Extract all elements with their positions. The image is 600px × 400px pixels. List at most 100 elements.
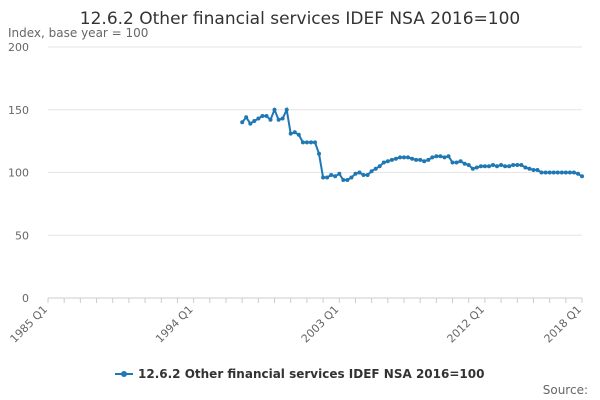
- data-point[interactable]: [478, 164, 483, 169]
- data-point[interactable]: [357, 170, 362, 175]
- data-point[interactable]: [280, 116, 285, 121]
- data-point[interactable]: [474, 165, 479, 170]
- data-point[interactable]: [580, 174, 584, 179]
- data-point[interactable]: [272, 107, 277, 112]
- data-point[interactable]: [442, 155, 447, 160]
- data-point[interactable]: [450, 160, 455, 165]
- data-point[interactable]: [515, 163, 520, 167]
- data-point[interactable]: [406, 155, 410, 160]
- data-point[interactable]: [256, 116, 261, 121]
- data-point[interactable]: [329, 173, 334, 177]
- data-point[interactable]: [499, 163, 504, 167]
- data-point[interactable]: [531, 168, 536, 172]
- data-point[interactable]: [535, 168, 540, 172]
- data-point[interactable]: [495, 164, 499, 169]
- data-point[interactable]: [543, 170, 548, 175]
- data-point[interactable]: [349, 175, 354, 180]
- x-tick-label: 2018 Q1: [542, 303, 585, 346]
- data-point[interactable]: [551, 170, 556, 175]
- data-point[interactable]: [292, 130, 297, 135]
- data-point[interactable]: [321, 175, 326, 180]
- y-tick-label: 150: [8, 104, 29, 117]
- data-point[interactable]: [325, 175, 330, 180]
- data-point[interactable]: [434, 154, 439, 159]
- data-point[interactable]: [503, 164, 508, 169]
- data-point[interactable]: [304, 140, 309, 145]
- data-point[interactable]: [377, 164, 382, 169]
- data-point[interactable]: [361, 173, 366, 177]
- data-point[interactable]: [430, 155, 435, 160]
- y-tick-label: 0: [22, 292, 29, 305]
- data-point[interactable]: [555, 170, 560, 175]
- data-point[interactable]: [276, 117, 281, 122]
- data-point[interactable]: [571, 170, 576, 175]
- data-point[interactable]: [487, 164, 491, 169]
- data-point[interactable]: [446, 154, 451, 159]
- data-point[interactable]: [317, 151, 321, 156]
- data-point[interactable]: [458, 159, 463, 164]
- data-point[interactable]: [567, 170, 572, 175]
- data-point[interactable]: [539, 170, 544, 175]
- data-point[interactable]: [284, 107, 289, 112]
- data-point[interactable]: [373, 166, 378, 171]
- x-tick-label: 1985 Q1: [8, 303, 51, 346]
- legend[interactable]: 12.6.2 Other financial services IDEF NSA…: [115, 367, 484, 381]
- data-point[interactable]: [333, 174, 338, 179]
- x-tick-label: 2012 Q1: [444, 303, 487, 346]
- data-point[interactable]: [244, 115, 249, 120]
- data-point[interactable]: [240, 120, 245, 125]
- y-tick-label: 50: [15, 229, 29, 242]
- data-point[interactable]: [511, 163, 516, 167]
- data-point[interactable]: [252, 119, 257, 123]
- data-point[interactable]: [337, 171, 342, 176]
- chart-title: 12.6.2 Other financial services IDEF NSA…: [80, 9, 520, 29]
- data-point[interactable]: [341, 178, 346, 182]
- data-point[interactable]: [519, 163, 524, 167]
- data-point[interactable]: [309, 140, 313, 145]
- data-point[interactable]: [402, 155, 406, 160]
- data-point[interactable]: [393, 156, 398, 161]
- data-point[interactable]: [523, 165, 528, 170]
- gridlines: [48, 46, 582, 299]
- series-plot: [240, 106, 584, 182]
- data-point[interactable]: [369, 169, 374, 174]
- data-point[interactable]: [296, 132, 301, 137]
- data-point[interactable]: [264, 114, 269, 118]
- y-axis: 0 50 100 150 200: [8, 41, 29, 305]
- data-point[interactable]: [398, 155, 402, 160]
- data-point[interactable]: [454, 160, 459, 165]
- data-point[interactable]: [300, 140, 305, 145]
- data-point[interactable]: [248, 121, 253, 126]
- data-point[interactable]: [466, 163, 471, 167]
- data-point[interactable]: [576, 171, 580, 176]
- data-point[interactable]: [482, 164, 487, 169]
- data-point[interactable]: [385, 159, 390, 164]
- y-tick-label: 100: [8, 167, 29, 180]
- y-tick-label: 200: [8, 41, 29, 54]
- data-point[interactable]: [507, 164, 512, 169]
- data-point[interactable]: [288, 131, 293, 136]
- data-point[interactable]: [268, 117, 273, 122]
- data-point[interactable]: [563, 170, 568, 175]
- data-point[interactable]: [313, 140, 317, 145]
- data-point[interactable]: [381, 160, 386, 165]
- data-point[interactable]: [462, 161, 467, 166]
- data-point[interactable]: [491, 163, 495, 167]
- data-point[interactable]: [426, 157, 431, 162]
- data-point[interactable]: [527, 166, 532, 171]
- data-point[interactable]: [418, 157, 423, 162]
- data-point[interactable]: [353, 171, 358, 176]
- x-axis: 1985 Q1 1994 Q1 2003 Q1 2012 Q1 2018 Q1: [8, 297, 585, 346]
- data-point[interactable]: [547, 170, 552, 175]
- data-point[interactable]: [414, 157, 419, 162]
- chart-subtitle: Index, base year = 100: [8, 26, 148, 40]
- data-point[interactable]: [559, 170, 564, 175]
- data-point[interactable]: [422, 159, 427, 164]
- data-point[interactable]: [365, 173, 370, 177]
- data-point[interactable]: [345, 178, 350, 182]
- data-point[interactable]: [470, 166, 475, 171]
- data-point[interactable]: [438, 154, 443, 159]
- data-point[interactable]: [410, 156, 415, 161]
- data-point[interactable]: [260, 114, 265, 118]
- data-point[interactable]: [389, 157, 394, 162]
